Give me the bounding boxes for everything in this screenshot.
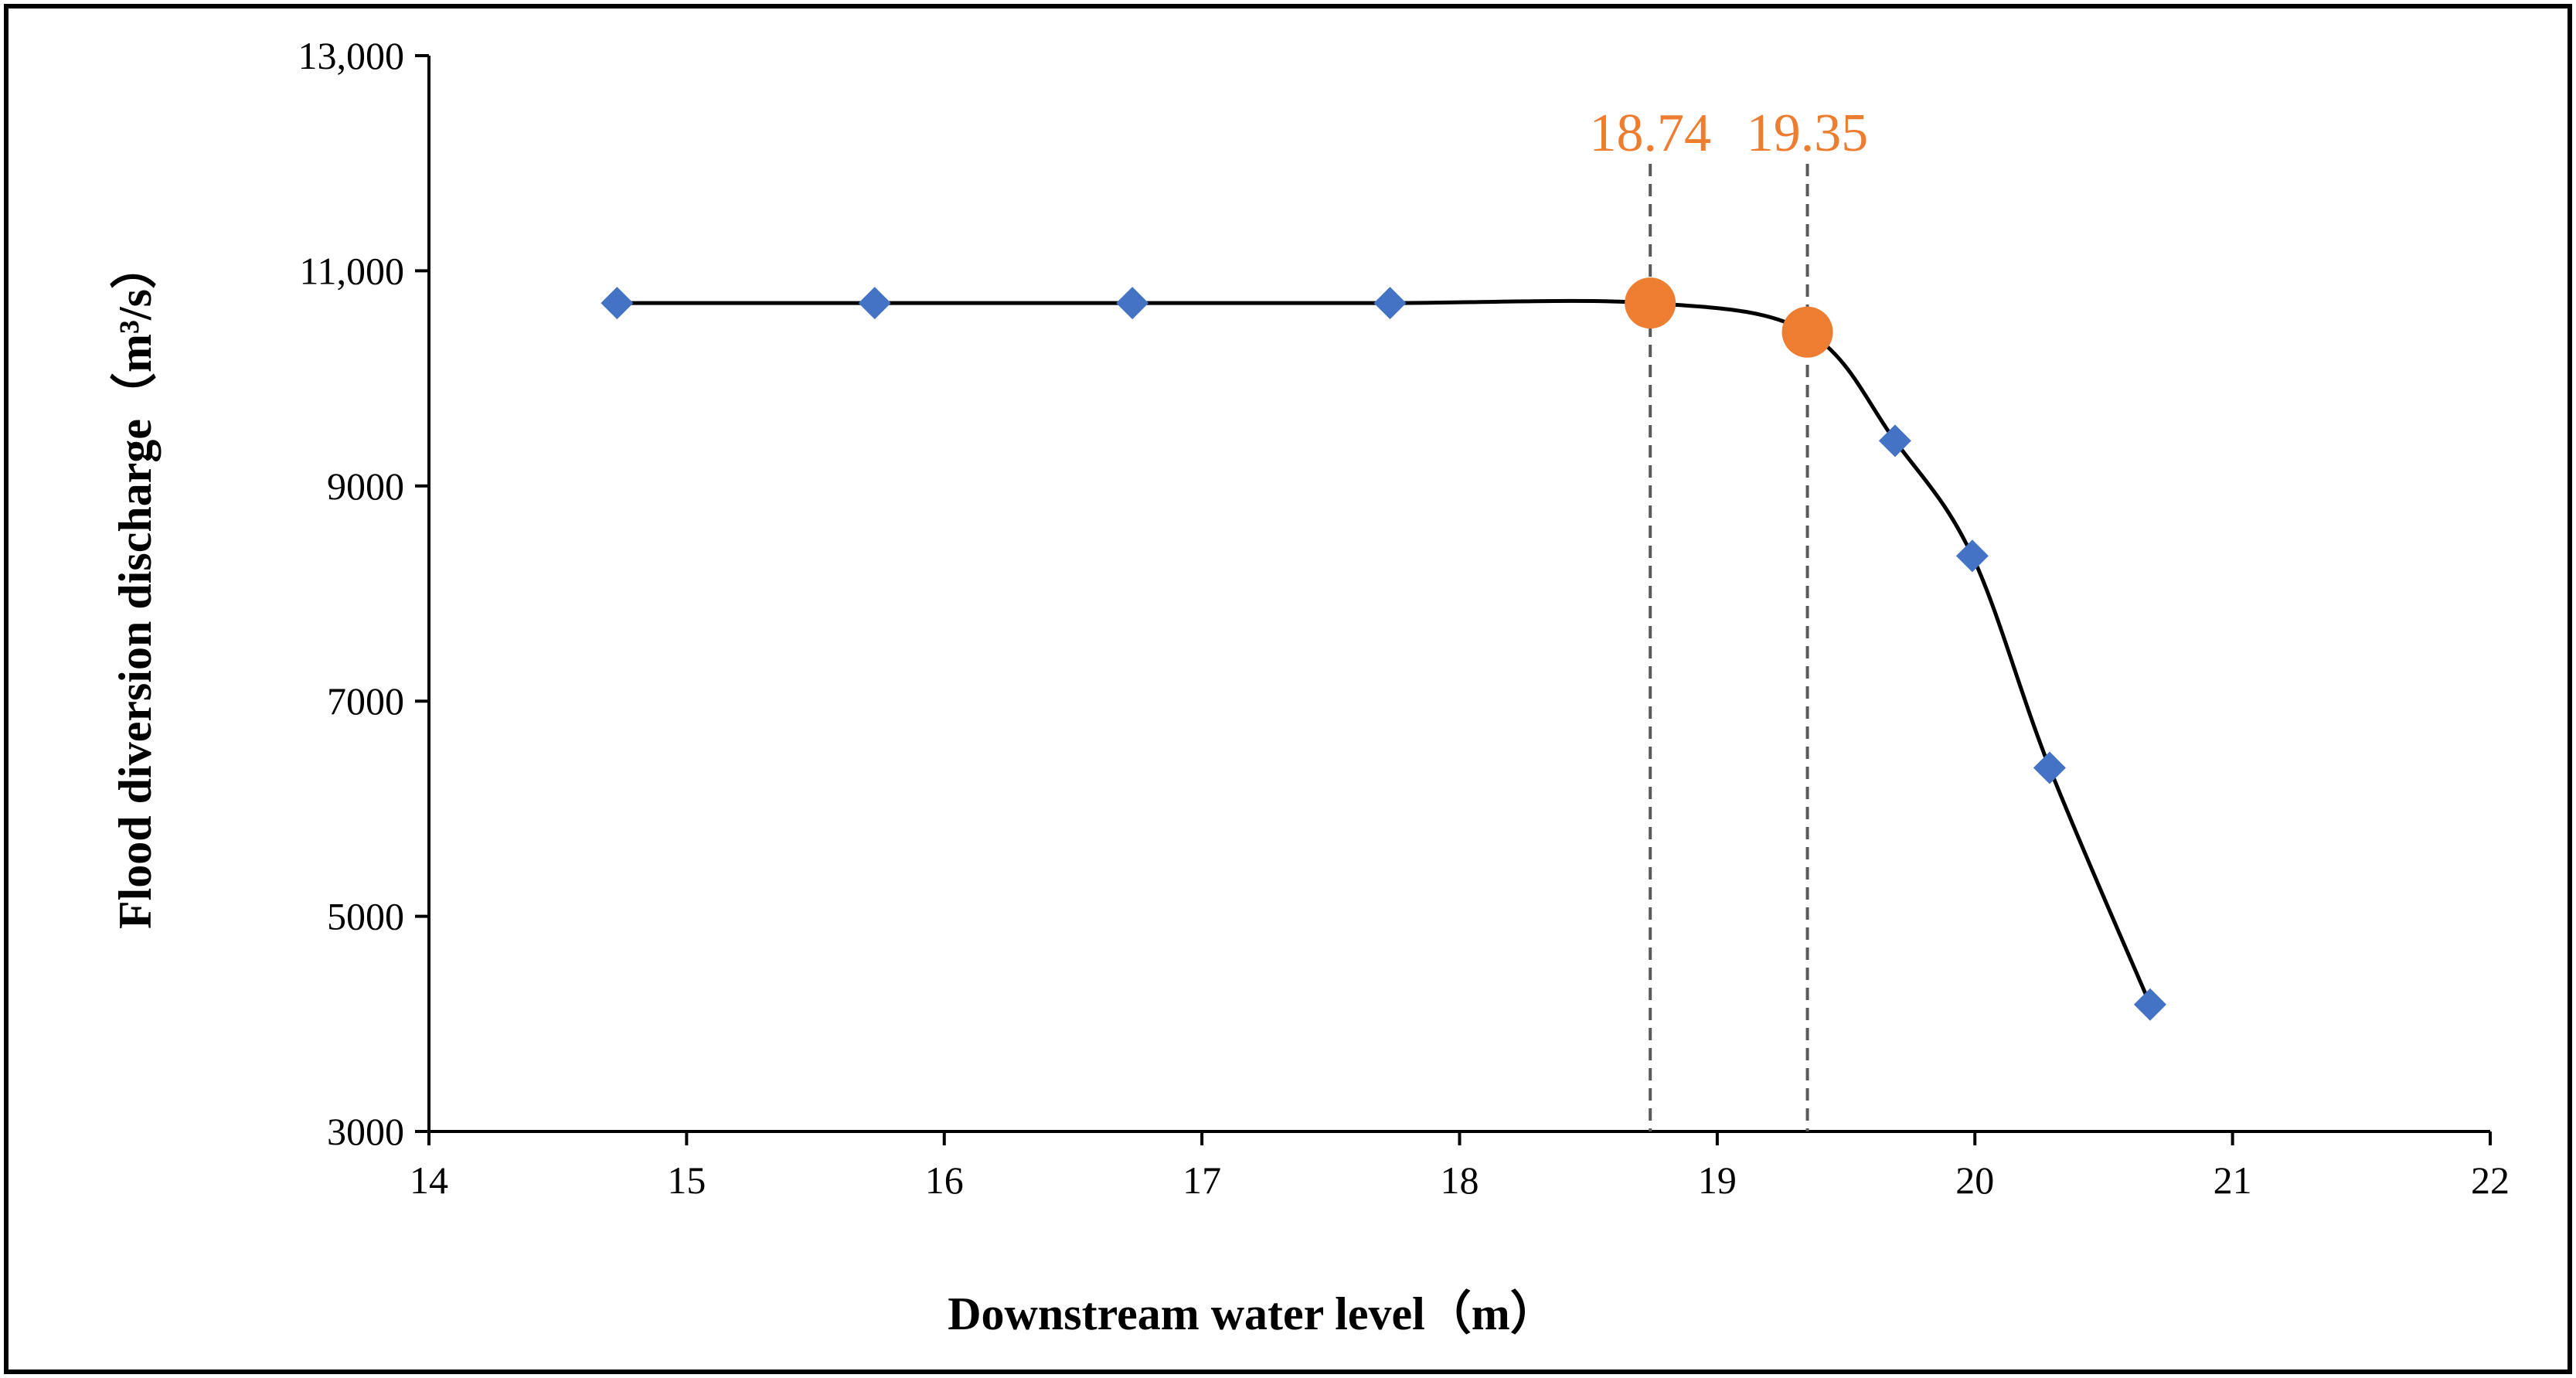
x-tick-label: 19 (1698, 1159, 1737, 1202)
series-line (617, 298, 2152, 1005)
y-tick-label: 11,000 (299, 249, 404, 292)
data-point-diamond (1116, 287, 1149, 320)
x-tick-label: 22 (2471, 1159, 2510, 1202)
data-point-diamond (601, 287, 634, 320)
data-point-diamond (1955, 539, 1989, 573)
x-tick-label: 15 (667, 1159, 706, 1202)
y-tick-label: 13,000 (298, 34, 405, 77)
highlight-point (1781, 306, 1833, 358)
axis-titles-group: Downstream water level（m） Flood diversio… (109, 243, 1557, 1339)
annotation-label: 19.35 (1747, 104, 1869, 163)
x-tick-label: 16 (925, 1159, 964, 1202)
y-axis-title: Flood diversion discharge（m³/s） (109, 243, 161, 929)
x-tick-label: 18 (1441, 1159, 1479, 1202)
x-tick-label: 20 (1955, 1159, 1994, 1202)
data-point-diamond (1878, 424, 1911, 458)
data-point-diamond (858, 287, 891, 320)
y-tick-label: 5000 (327, 895, 404, 938)
data-point-diamond (2033, 751, 2066, 784)
annotation-label: 18.74 (1589, 104, 1711, 163)
y-tick-label: 3000 (327, 1110, 404, 1153)
y-tick-label: 7000 (327, 679, 404, 723)
chart-frame (4, 4, 2572, 1374)
highlight-point (1625, 277, 1676, 329)
x-tick-label: 14 (410, 1159, 448, 1202)
y-tick-label: 9000 (327, 464, 404, 508)
x-tick-label: 21 (2214, 1159, 2252, 1202)
annotations-group: 18.74 19.35 (1589, 104, 1868, 1131)
series-group (601, 277, 2166, 1021)
x-axis-title: Downstream water level（m） (948, 1288, 1557, 1339)
axes-group: 14 15 16 17 18 19 20 21 22 3000 5000 7000 9000 11,000… (298, 34, 2510, 1202)
data-point-diamond (1373, 287, 1407, 320)
x-tick-label: 17 (1183, 1159, 1221, 1202)
data-point-diamond (2133, 988, 2166, 1021)
